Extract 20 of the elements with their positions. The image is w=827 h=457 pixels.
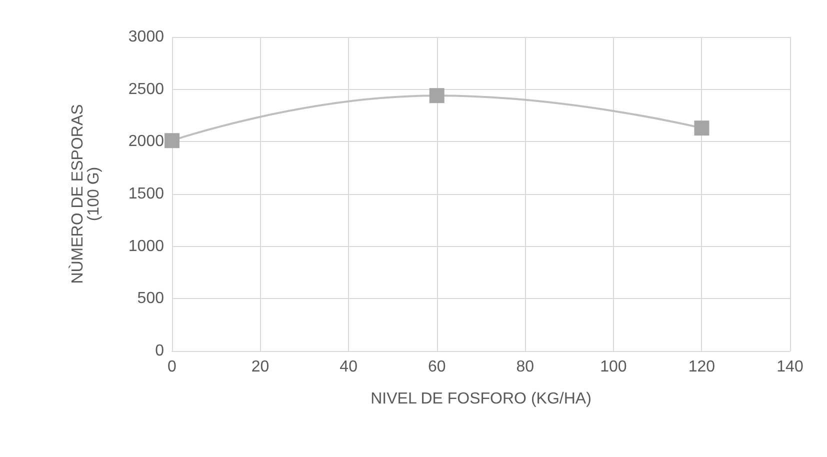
y-tick-label: 2500: [128, 80, 164, 98]
x-tick-label: 100: [600, 358, 627, 376]
y-tick-label: 2000: [128, 133, 164, 150]
x-tick-label: 60: [428, 358, 446, 376]
y-tick-label: 0: [155, 342, 164, 360]
x-tick-label: 120: [688, 358, 716, 376]
y-tick-label: 500: [137, 290, 164, 308]
x-tick-label: 0: [168, 358, 177, 376]
point: [164, 133, 180, 148]
y-tick-label: 1500: [128, 186, 164, 202]
x-tick-label: 40: [340, 358, 358, 376]
x-tick-label: 140: [776, 358, 804, 376]
y-tick-label: 3000: [128, 28, 164, 46]
x-tick-label: 20: [251, 358, 270, 376]
y-axis-title: NÙMERO DE ESPORAS (100 G): [68, 104, 102, 284]
y-tick-label: 1000: [128, 238, 164, 255]
point: [694, 120, 710, 136]
x-axis-title: NIVEL DE FOSFORO (KG/HA): [370, 390, 592, 408]
x-tick-label: 80: [516, 358, 534, 376]
point: [429, 88, 444, 104]
